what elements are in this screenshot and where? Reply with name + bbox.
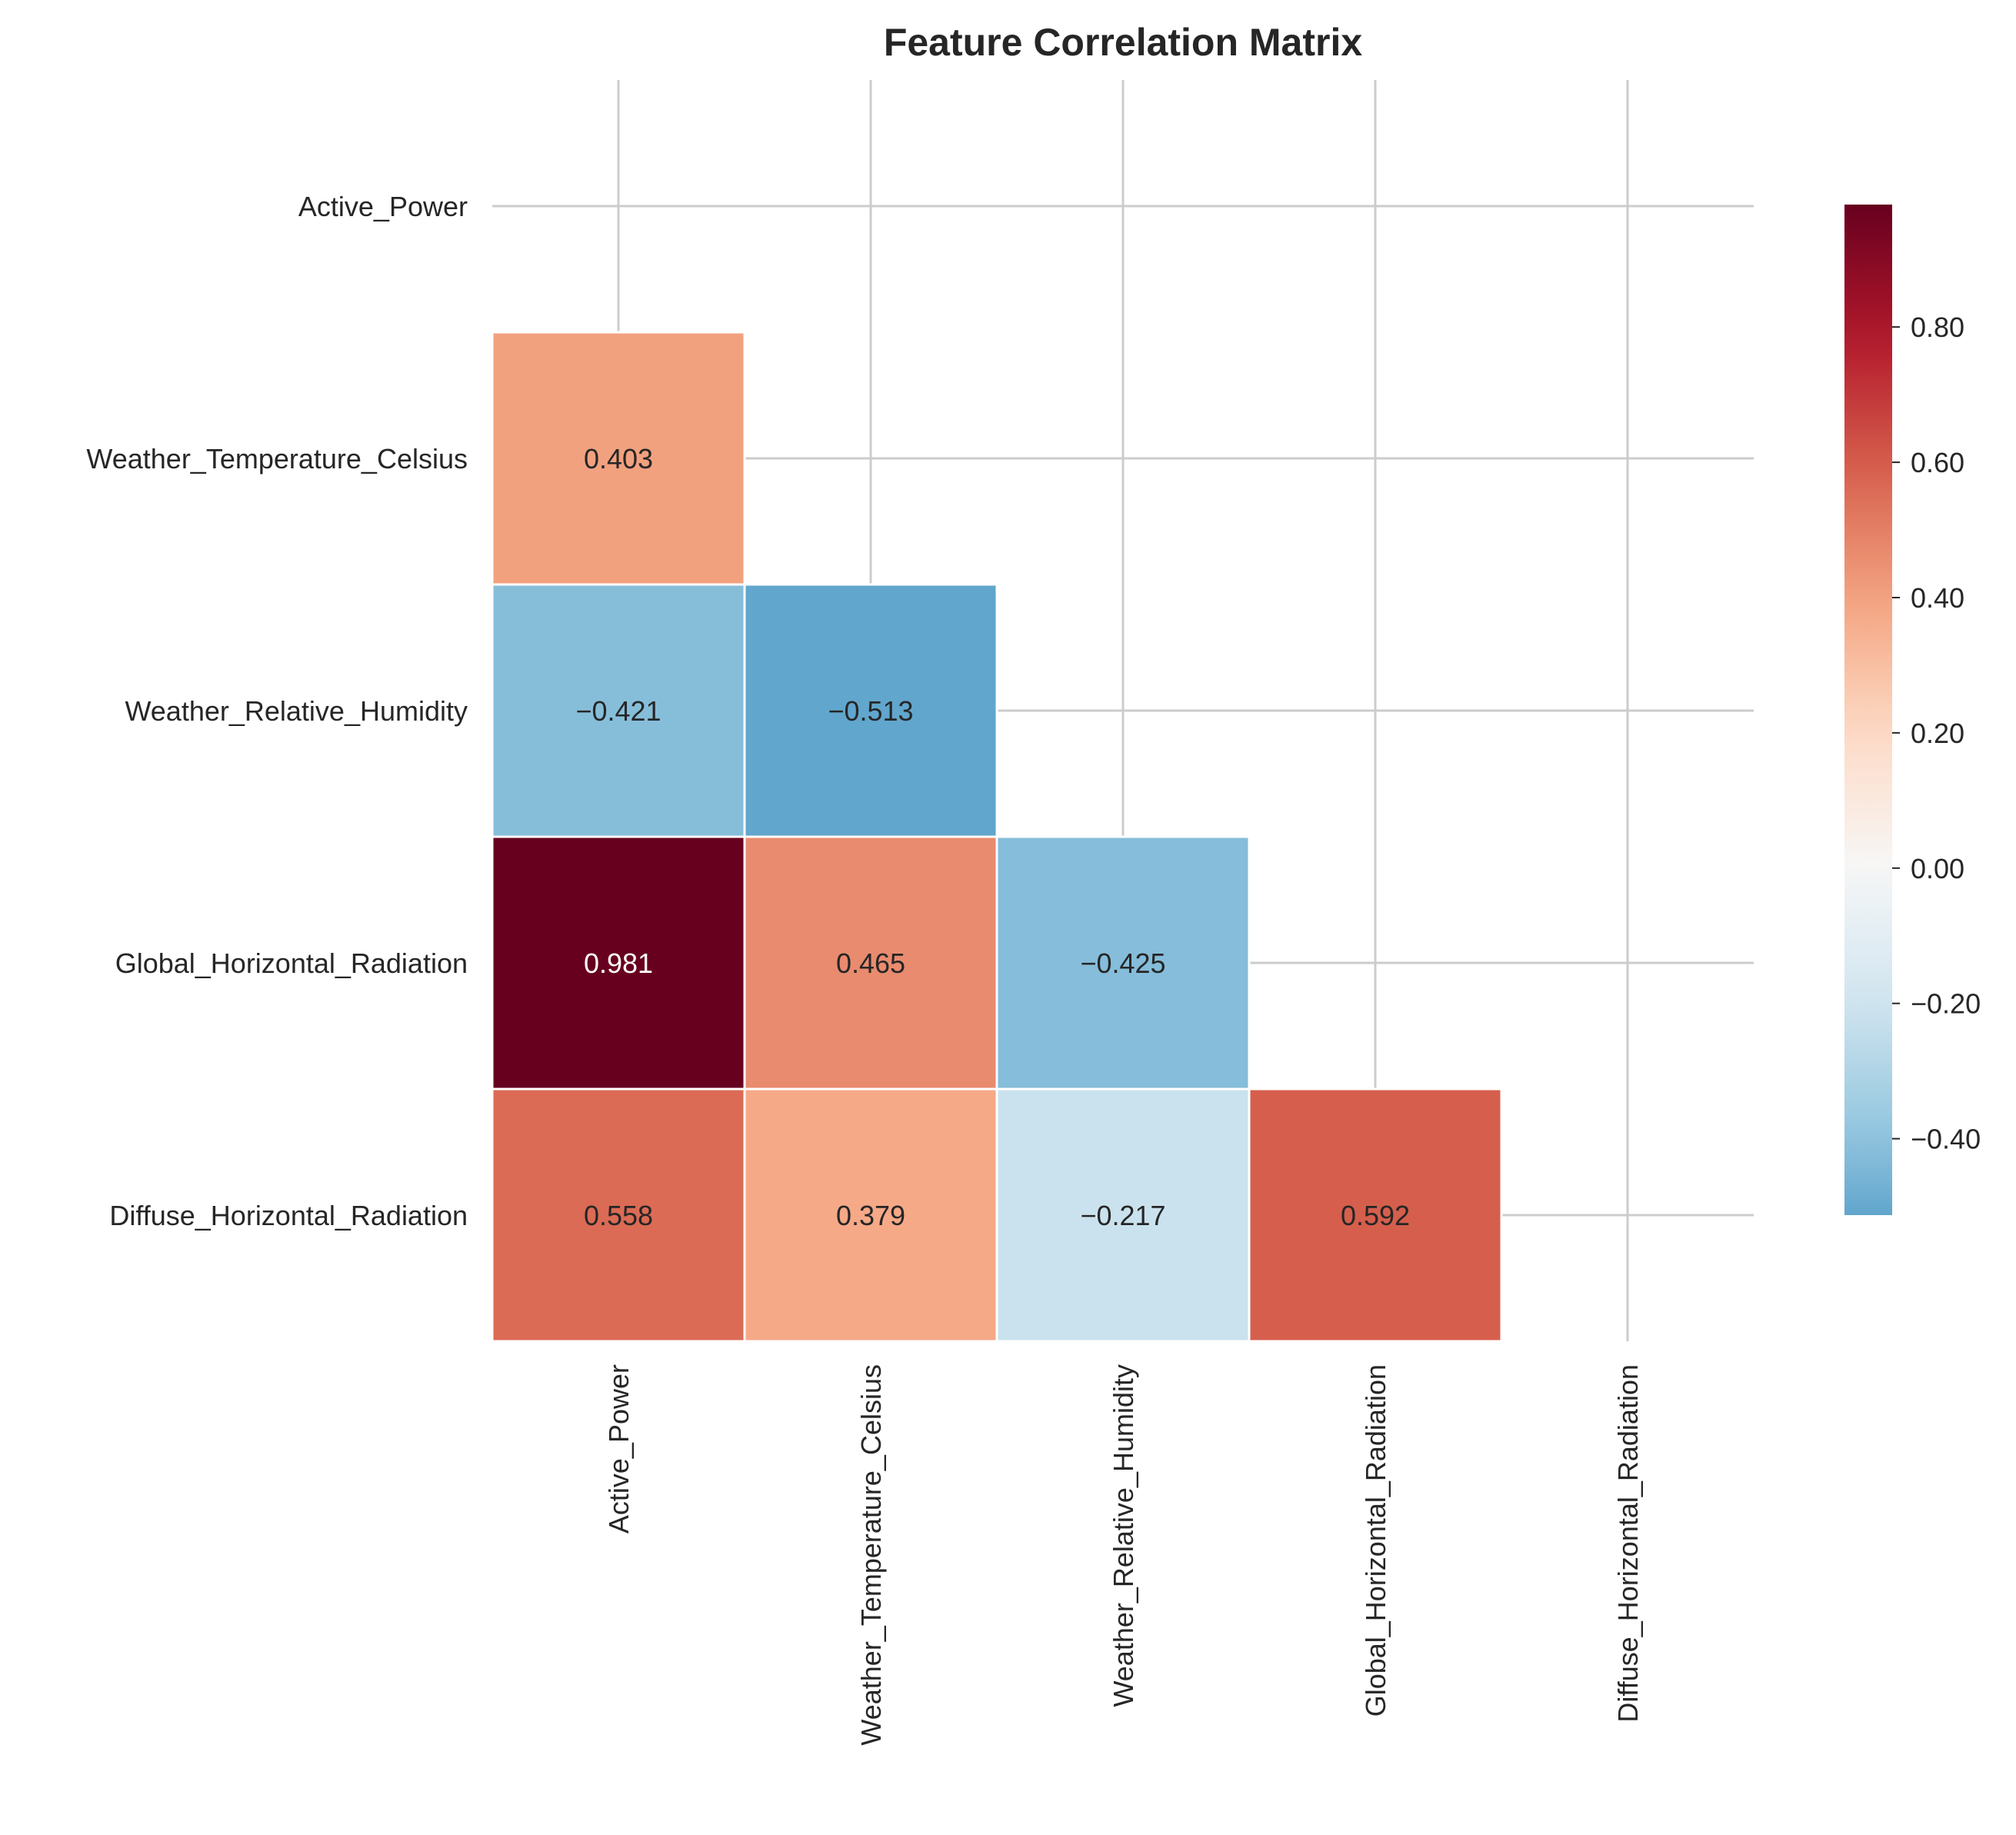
chart-title: Feature Correlation Matrix <box>884 21 1363 64</box>
heatmap-cells: 0.403 −0.421 −0.513 0.981 0.465 −0.425 0.558 0.… <box>491 331 1503 1343</box>
colorbar-tick-label: 0.80 <box>1911 311 1964 343</box>
y-tick-label: Diffuse_Horizontal_Radiation <box>109 1200 468 1231</box>
heatmap-cell <box>491 1087 746 1343</box>
x-tick-label: Diffuse_Horizontal_Radiation <box>1612 1364 1644 1723</box>
colorbar: 0.80 0.60 0.40 0.20 0.00 −0.20 −0.40 <box>1844 205 1981 1215</box>
x-tick-label: Weather_Relative_Humidity <box>1108 1364 1139 1707</box>
cell-value-label: 0.592 <box>1341 1200 1410 1231</box>
colorbar-tick-label: 0.00 <box>1911 853 1964 884</box>
x-tick-label: Global_Horizontal_Radiation <box>1360 1364 1391 1717</box>
heatmap-cell <box>491 583 746 838</box>
y-tick-label: Active_Power <box>298 191 468 222</box>
y-axis-tick-labels: Active_Power Weather_Temperature_Celsius W… <box>86 191 468 1231</box>
cell-value-label: 0.465 <box>836 947 905 979</box>
colorbar-tick-label: −0.20 <box>1911 988 1981 1020</box>
heatmap-cell <box>1248 1087 1503 1343</box>
colorbar-tick-label: −0.40 <box>1911 1124 1981 1155</box>
cell-value-label: −0.421 <box>575 695 661 727</box>
cell-value-label: −0.217 <box>1080 1200 1165 1231</box>
cell-value-label: 0.403 <box>584 443 653 475</box>
colorbar-tick-label: 0.60 <box>1911 447 1964 478</box>
y-tick-label: Global_Horizontal_Radiation <box>115 947 468 979</box>
heatmap-cell <box>491 835 746 1091</box>
heatmap-cell <box>743 1087 998 1343</box>
cell-value-label: 0.981 <box>584 947 653 979</box>
x-tick-label: Active_Power <box>603 1364 635 1534</box>
heatmap-cell <box>491 331 746 586</box>
y-tick-label: Weather_Relative_Humidity <box>125 695 468 727</box>
colorbar-gradient <box>1844 205 1892 1215</box>
heatmap-cell <box>995 835 1251 1091</box>
x-axis-tick-labels: Active_Power Weather_Temperature_Celsius W… <box>603 1364 1644 1746</box>
cell-value-label: 0.379 <box>836 1200 905 1231</box>
colorbar-tick-label: 0.20 <box>1911 718 1964 749</box>
cell-value-label: −0.513 <box>828 695 913 727</box>
cell-value-label: 0.558 <box>584 1200 653 1231</box>
heatmap-cell <box>743 835 998 1091</box>
heatmap-cell <box>995 1087 1251 1343</box>
colorbar-tick-label: 0.40 <box>1911 582 1964 614</box>
y-tick-label: Weather_Temperature_Celsius <box>86 443 468 475</box>
cell-value-label: −0.425 <box>1080 947 1165 979</box>
x-tick-label: Weather_Temperature_Celsius <box>855 1364 887 1746</box>
